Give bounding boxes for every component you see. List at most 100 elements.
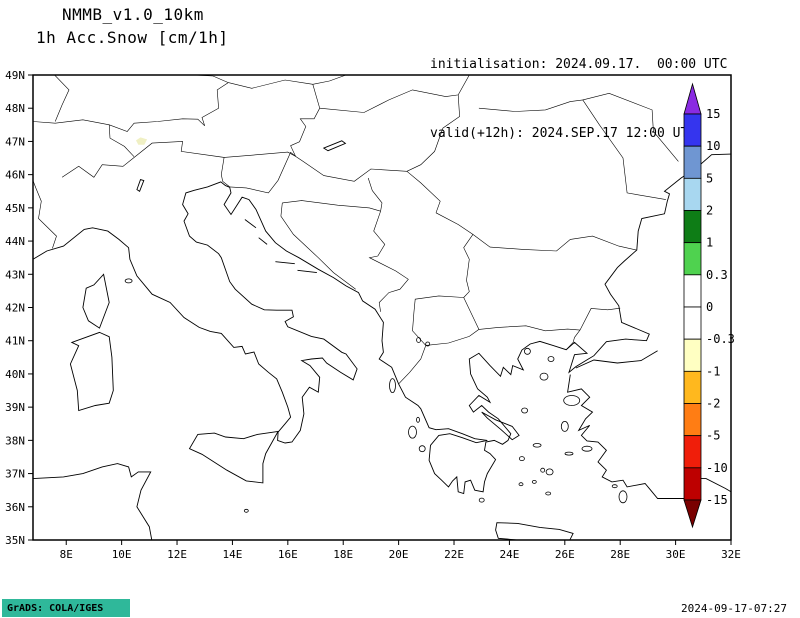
- coastline: [297, 269, 317, 274]
- small-island: [563, 395, 581, 406]
- lon-tick-label: 20E: [389, 548, 409, 561]
- island-outline: [322, 140, 347, 152]
- colorbar-segment: [683, 274, 702, 308]
- init-time: initialisation: 2024.09.17. 00:00 UTC: [430, 57, 728, 72]
- colorbar-segment: [683, 242, 702, 276]
- colorbar-label: 10: [706, 139, 720, 153]
- colorbar-segment: [683, 177, 702, 211]
- country-border: [295, 94, 460, 182]
- country-border: [582, 92, 679, 162]
- island-outline: [136, 179, 145, 192]
- small-island: [611, 484, 618, 489]
- colorbar-segment: [683, 403, 702, 437]
- colorbar-label: 15: [706, 107, 720, 121]
- island-outline: [495, 522, 574, 540]
- valid-time: valid(+12h): 2024.SEP.17 12:00 UTC: [430, 126, 697, 141]
- lat-tick-label: 44N: [5, 235, 25, 248]
- island-outline: [481, 411, 520, 441]
- colorbar-label: -0.3: [706, 332, 735, 346]
- small-island: [531, 479, 537, 484]
- lat-tick-label: 47N: [5, 135, 25, 148]
- colorbar-label: 0: [706, 300, 713, 314]
- country-border: [192, 75, 229, 83]
- country-border: [579, 307, 621, 331]
- colorbar-segment: [683, 435, 702, 469]
- coastline: [33, 463, 153, 540]
- small-island: [519, 456, 525, 462]
- colorbar-segment: [683, 306, 702, 340]
- country-border: [282, 200, 381, 212]
- country-border: [435, 212, 637, 252]
- lon-tick-label: 28E: [610, 548, 630, 561]
- lon-tick-label: 26E: [555, 548, 575, 561]
- country-border: [228, 79, 321, 157]
- grads-credit-text: GrADS: COLA/IGES: [7, 602, 104, 614]
- snow-trace-spot: [136, 137, 148, 145]
- render-timestamp: 2024-09-17-07:27: [681, 602, 787, 615]
- small-island: [540, 467, 546, 473]
- colorbar-label: -15: [706, 493, 728, 507]
- country-border: [33, 180, 57, 249]
- small-island: [518, 482, 524, 487]
- small-island: [581, 445, 593, 452]
- colorbar-label: -10: [706, 461, 728, 475]
- lon-tick-label: 14E: [222, 548, 242, 561]
- country-border: [398, 345, 427, 385]
- lat-tick-label: 48N: [5, 102, 25, 115]
- colorbar-label: -5: [706, 429, 720, 443]
- colorbar-segment: [683, 467, 702, 501]
- lon-tick-label: 24E: [499, 548, 519, 561]
- lon-tick-label: 12E: [167, 548, 187, 561]
- colorbar-label: 0.3: [706, 268, 728, 282]
- country-border: [406, 171, 441, 213]
- grads-stamp: GrADS: COLA/IGES: [2, 599, 130, 617]
- lon-tick-label: 30E: [666, 548, 686, 561]
- lon-tick-label: 16E: [278, 548, 298, 561]
- colorbar-segment: [683, 113, 702, 147]
- country-border: [280, 202, 356, 290]
- lat-tick-label: 46N: [5, 169, 25, 182]
- lon-tick-label: 22E: [444, 548, 464, 561]
- country-border: [319, 75, 470, 113]
- small-island: [545, 468, 554, 476]
- lat-tick-label: 40N: [5, 368, 25, 381]
- country-border: [33, 82, 229, 132]
- colorbar-segment: [683, 145, 702, 179]
- small-island: [408, 425, 417, 439]
- small-island: [243, 508, 249, 513]
- small-island: [416, 416, 420, 423]
- country-border: [224, 151, 296, 158]
- colorbar-label: 2: [706, 204, 713, 218]
- map-frame: [32, 74, 732, 541]
- colorbar-label: 1: [706, 236, 713, 250]
- island-outline: [69, 331, 114, 412]
- colorbar-segment: [683, 210, 702, 244]
- lon-tick-label: 18E: [333, 548, 353, 561]
- country-border: [412, 295, 464, 346]
- country-border: [312, 75, 347, 85]
- colorbar-label: -2: [706, 397, 720, 411]
- lat-tick-label: 37N: [5, 468, 25, 481]
- coastline: [258, 237, 268, 245]
- colorbar-segment: [683, 338, 702, 372]
- lon-tick-label: 8E: [60, 548, 73, 561]
- country-border: [229, 151, 296, 194]
- country-border: [108, 124, 135, 157]
- small-island: [564, 451, 574, 456]
- small-island: [416, 337, 422, 343]
- country-border: [478, 99, 666, 200]
- country-border: [367, 177, 383, 212]
- lat-tick-label: 43N: [5, 268, 25, 281]
- small-island: [124, 278, 133, 284]
- small-island: [521, 407, 528, 414]
- map-geography: [33, 75, 731, 540]
- axes: 49N 48N 47N 46N 45N 44N 43N 42N 41N 40N 39N 38N 37N 3…: [5, 69, 741, 561]
- small-island: [425, 341, 431, 347]
- lat-tick-label: 45N: [5, 202, 25, 215]
- colorbar-label: -1: [706, 364, 720, 378]
- lat-tick-label: 36N: [5, 501, 25, 514]
- coastline: [575, 350, 658, 369]
- coastline: [33, 153, 731, 495]
- island-outline: [188, 430, 279, 484]
